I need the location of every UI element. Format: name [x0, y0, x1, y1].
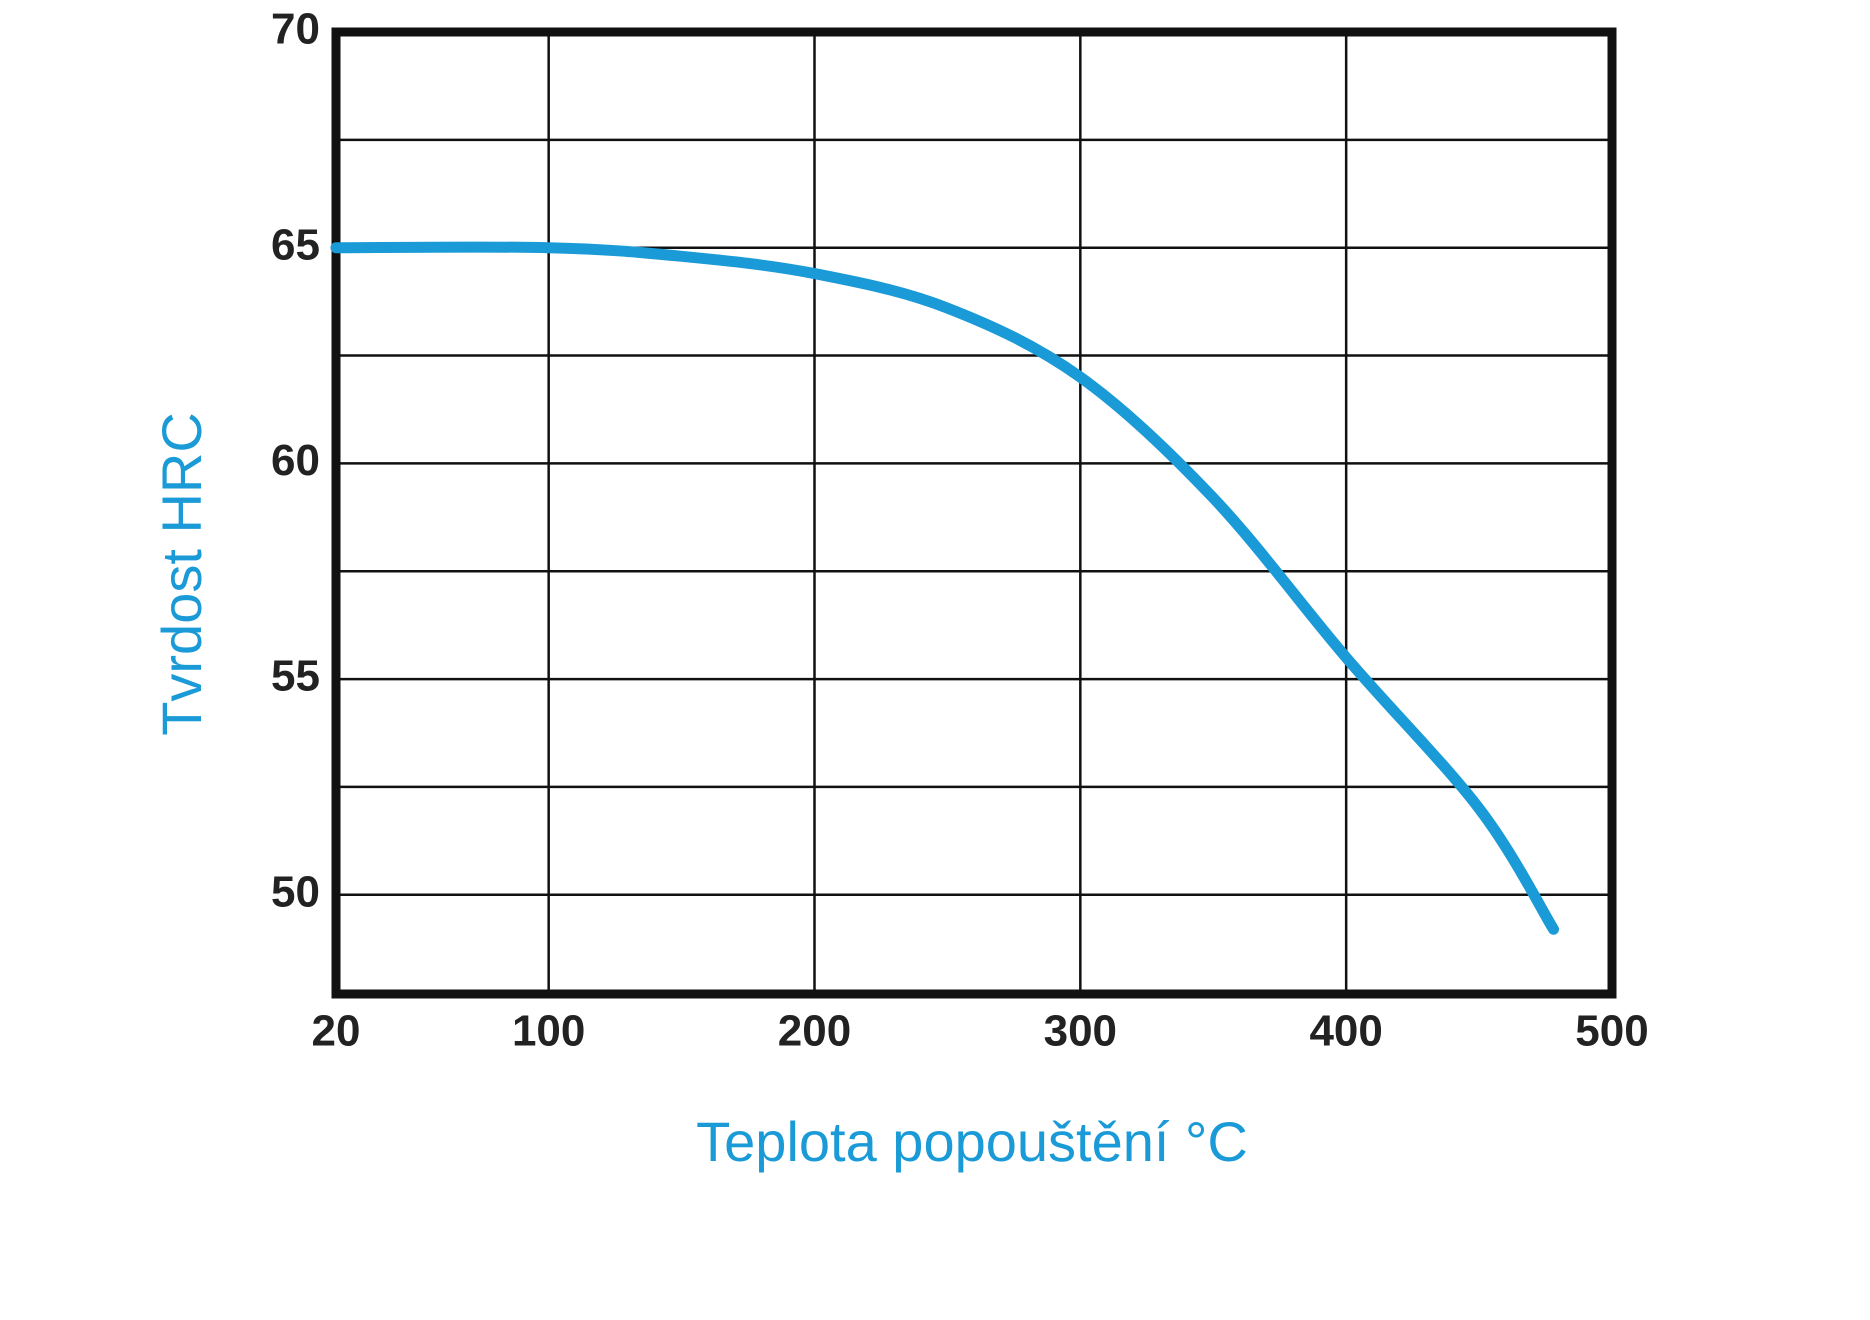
x-tick-label: 20 [312, 1007, 361, 1056]
x-tick-label: 100 [512, 1007, 585, 1056]
y-tick-label: 50 [271, 867, 320, 916]
x-tick-label: 400 [1309, 1007, 1382, 1056]
x-tick-label: 500 [1575, 1007, 1648, 1056]
plot-frame [331, 27, 1617, 999]
y-tick-label: 60 [271, 436, 320, 485]
line-series [330, 241, 1560, 935]
x-tick-label: 200 [778, 1007, 851, 1056]
y-tick-label: 55 [271, 652, 320, 701]
y-tick-label: 65 [271, 220, 320, 269]
x-axis-title: Teplota popouštění °C [696, 1110, 1248, 1173]
y-axis-title: Tvrdost HRC [150, 412, 213, 736]
y-tick-label: 70 [271, 5, 320, 54]
x-tick-label: 300 [1044, 1007, 1117, 1056]
